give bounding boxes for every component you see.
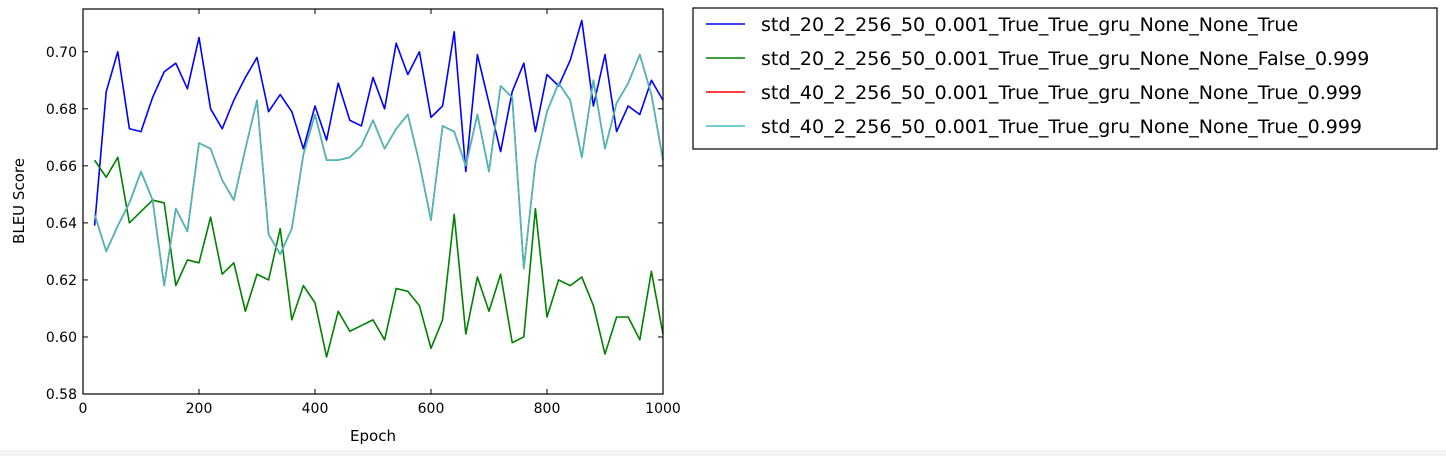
legend-frame — [692, 7, 1438, 150]
y-tick-label: 0.62 — [46, 273, 77, 289]
legend-label-4: std_40_2_256_50_0.001_True_True_gru_None… — [761, 116, 1362, 138]
x-tick-label: 400 — [302, 401, 329, 417]
x-tick-label: 600 — [418, 401, 445, 417]
plot-series-group — [93, 19, 664, 358]
y-axis-ticks: 0.58 0.60 0.62 0.64 0.66 0.68 0.70 — [46, 45, 663, 403]
x-axis-ticks: 0 200 400 600 800 1000 — [79, 9, 681, 417]
x-tick-label: 200 — [186, 401, 213, 417]
series-line-3 — [93, 53, 664, 287]
series-line-1 — [93, 19, 664, 226]
y-axis-label: BLEU Score — [10, 158, 28, 244]
legend-label-2: std_20_2_256_50_0.001_True_True_gru_None… — [761, 48, 1369, 70]
x-tick-label: 800 — [534, 401, 561, 417]
y-tick-label: 0.60 — [46, 330, 77, 346]
y-tick-label: 0.58 — [46, 387, 77, 403]
output-cell-bottom-strip — [0, 450, 1446, 456]
y-tick-label: 0.70 — [46, 45, 77, 61]
series-line-2 — [93, 156, 664, 358]
legend: std_20_2_256_50_0.001_True_True_gru_None… — [692, 7, 1438, 150]
x-tick-label: 1000 — [645, 401, 681, 417]
legend-label-3: std_40_2_256_50_0.001_True_True_gru_None… — [761, 82, 1362, 104]
x-axis-label: Epoch — [350, 427, 396, 445]
series-line-4 — [93, 53, 664, 287]
y-tick-label: 0.64 — [46, 216, 77, 232]
y-tick-label: 0.68 — [46, 102, 77, 118]
legend-label-1: std_20_2_256_50_0.001_True_True_gru_None… — [761, 14, 1298, 36]
x-tick-label: 0 — [79, 401, 88, 417]
y-tick-label: 0.66 — [46, 159, 77, 175]
plot-frame — [82, 8, 664, 395]
